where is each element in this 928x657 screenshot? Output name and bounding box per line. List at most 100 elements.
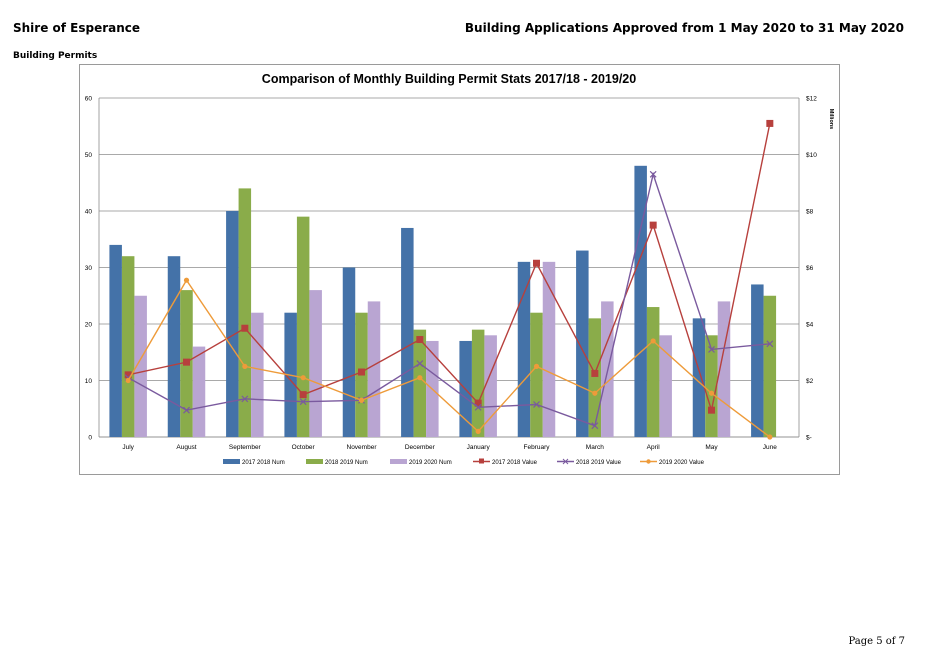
legend-marker-2018-2019-value bbox=[562, 458, 569, 465]
point-2019-2020-value bbox=[650, 338, 656, 344]
point-2017-2018-value bbox=[241, 324, 249, 332]
bar-2017-2018-num bbox=[517, 261, 531, 437]
page-number: Page 5 of 7 bbox=[848, 636, 905, 647]
y-right-tick-label: $12 bbox=[806, 96, 817, 103]
bar-2017-2018-num bbox=[342, 267, 356, 437]
point-2017-2018-value bbox=[358, 368, 365, 376]
organisation-name: Shire of Esperance bbox=[13, 21, 141, 35]
point-2019-2020-value bbox=[300, 375, 306, 381]
bar-2018-2019-num bbox=[413, 329, 427, 437]
bar-2017-2018-num bbox=[692, 318, 706, 437]
legend-label: 2018 2019 Num bbox=[325, 460, 368, 466]
bar-2019-2020-num bbox=[134, 295, 147, 437]
point-2019-2020-value bbox=[125, 377, 131, 384]
legend-label: 2017 2018 Value bbox=[492, 460, 538, 466]
x-tick-label: September bbox=[229, 444, 262, 451]
point-2018-2019-value bbox=[649, 170, 657, 178]
legend-swatch-2017-2018-num bbox=[223, 459, 240, 464]
point-2019-2020-value bbox=[242, 363, 248, 369]
bar-2019-2020-num bbox=[309, 290, 322, 437]
x-tick-label: August bbox=[176, 444, 196, 451]
x-tick-label: May bbox=[705, 444, 718, 451]
point-2018-2019-value bbox=[299, 398, 307, 406]
bar-2018-2019-num bbox=[121, 256, 135, 437]
bar-2019-2020-num bbox=[484, 335, 497, 437]
x-tick-label: December bbox=[405, 444, 436, 451]
y-right-tick-label: $4 bbox=[806, 322, 814, 329]
line-2018-2019-value bbox=[127, 171, 770, 427]
bar-2019-2020-num bbox=[367, 301, 381, 437]
chart-container: Comparison of Monthly Building Permit St… bbox=[79, 64, 840, 475]
point-2019-2020-value bbox=[533, 363, 540, 369]
line-2019-2020-value bbox=[127, 278, 771, 438]
point-2018-2019-value bbox=[533, 401, 540, 408]
x-tick-label: October bbox=[292, 444, 316, 451]
x-tick-label: January bbox=[467, 444, 491, 451]
bar-2019-2020-num bbox=[192, 346, 206, 437]
bar-2017-2018-num bbox=[109, 244, 122, 437]
x-tick-label: February bbox=[523, 444, 550, 451]
y-right-tick-label: $8 bbox=[806, 209, 814, 216]
legend-label: 2017 2018 Num bbox=[242, 460, 285, 466]
point-2019-2020-value bbox=[592, 390, 598, 396]
point-2017-2018-value bbox=[533, 259, 540, 267]
point-2017-2018-value bbox=[708, 406, 715, 414]
legend-label: 2018 2019 Value bbox=[576, 460, 622, 466]
point-2017-2018-value bbox=[124, 371, 132, 379]
y-left-tick-label: 60 bbox=[85, 96, 93, 103]
bar-2019-2020-num bbox=[251, 312, 264, 437]
section-title: Building Permits bbox=[13, 51, 98, 61]
x-tick-label: November bbox=[347, 444, 378, 451]
y-left-tick-label: 20 bbox=[85, 322, 93, 329]
bar-2018-2019-num bbox=[471, 329, 485, 437]
point-2017-2018-value bbox=[299, 391, 307, 399]
point-2018-2019-value bbox=[591, 422, 599, 430]
x-tick-label: April bbox=[647, 444, 661, 451]
bar-2019-2020-num bbox=[659, 335, 672, 437]
bar-2017-2018-num bbox=[576, 250, 589, 437]
y-left-tick-label: 40 bbox=[85, 209, 93, 216]
y-right-tick-label: $2 bbox=[806, 378, 814, 385]
bar-2018-2019-num bbox=[296, 216, 310, 437]
bar-2019-2020-num bbox=[542, 261, 556, 437]
line-2017-2018-value bbox=[128, 123, 771, 413]
point-2019-2020-value bbox=[358, 397, 365, 403]
y-left-tick-label: 10 bbox=[85, 378, 93, 385]
bar-2018-2019-num bbox=[646, 307, 660, 437]
point-2019-2020-value bbox=[708, 390, 715, 396]
bar-2018-2019-num bbox=[588, 318, 602, 437]
point-2018-2019-value bbox=[416, 360, 424, 367]
y-right-tick-label: $6 bbox=[806, 265, 814, 272]
point-2017-2018-value bbox=[474, 399, 482, 407]
point-2018-2019-value bbox=[708, 346, 715, 353]
bar-2018-2019-num bbox=[763, 295, 777, 437]
point-2018-2019-value bbox=[241, 395, 249, 403]
point-2019-2020-value bbox=[183, 277, 190, 283]
chart-title: Comparison of Monthly Building Permit St… bbox=[262, 72, 636, 86]
legend-marker-2017-2018-value bbox=[479, 458, 484, 464]
y-right-axis-label: Millions bbox=[828, 109, 834, 129]
legend-label: 2019 2020 Value bbox=[659, 460, 705, 466]
bar-2018-2019-num bbox=[238, 188, 252, 437]
x-tick-label: March bbox=[586, 444, 604, 451]
point-2019-2020-value bbox=[767, 434, 773, 440]
bar-2017-2018-num bbox=[167, 256, 181, 437]
point-2019-2020-value bbox=[417, 375, 423, 381]
bar-2017-2018-num bbox=[401, 227, 414, 437]
legend-marker-2019-2020-value bbox=[646, 459, 651, 464]
point-2017-2018-value bbox=[416, 336, 424, 344]
point-2017-2018-value bbox=[591, 369, 599, 377]
y-right-tick-label: $- bbox=[806, 435, 812, 442]
legend-swatch-2018-2019-num bbox=[306, 459, 323, 464]
point-2017-2018-value bbox=[766, 119, 774, 127]
x-tick-label: July bbox=[122, 444, 134, 451]
y-left-tick-label: 0 bbox=[88, 435, 92, 442]
bar-2018-2019-num bbox=[530, 312, 543, 437]
y-left-tick-label: 50 bbox=[85, 152, 93, 159]
point-2018-2019-value bbox=[183, 406, 190, 414]
bar-2017-2018-num bbox=[751, 284, 764, 437]
building-permit-chart: Comparison of Monthly Building Permit St… bbox=[85, 72, 834, 466]
x-tick-label: June bbox=[763, 444, 777, 451]
y-left-tick-label: 30 bbox=[85, 265, 93, 272]
point-2019-2020-value bbox=[475, 428, 481, 434]
